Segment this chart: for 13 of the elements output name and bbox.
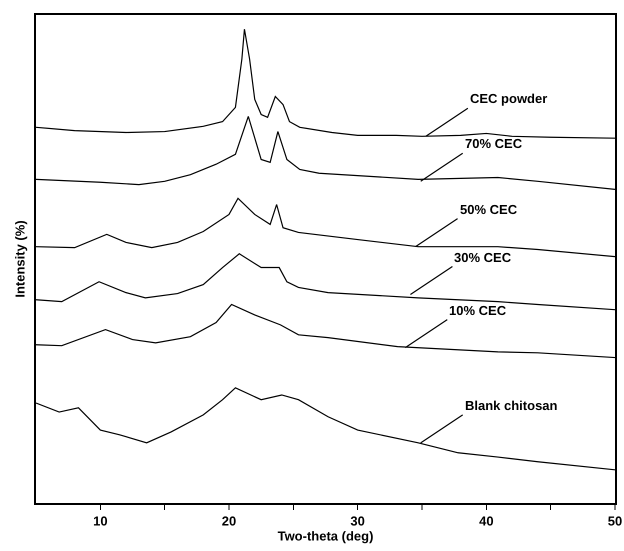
annotation: 10% CEC <box>449 303 507 318</box>
x-tick-label: 20 <box>222 513 236 528</box>
annotation: 50% CEC <box>460 202 518 217</box>
y-axis-title: Intensity (%) <box>12 220 28 298</box>
annotation: Blank chitosan <box>465 398 558 413</box>
x-tick-label: 30 <box>350 513 365 528</box>
annotation: CEC powder <box>470 91 548 106</box>
annotation: 70% CEC <box>465 136 523 151</box>
x-tick-label: 10 <box>93 513 108 528</box>
x-tick-label: 40 <box>479 513 494 528</box>
x-axis-title: Two-theta (deg) <box>278 528 374 544</box>
annotation: 30% CEC <box>454 250 512 265</box>
x-tick-label: 50 <box>608 513 622 528</box>
